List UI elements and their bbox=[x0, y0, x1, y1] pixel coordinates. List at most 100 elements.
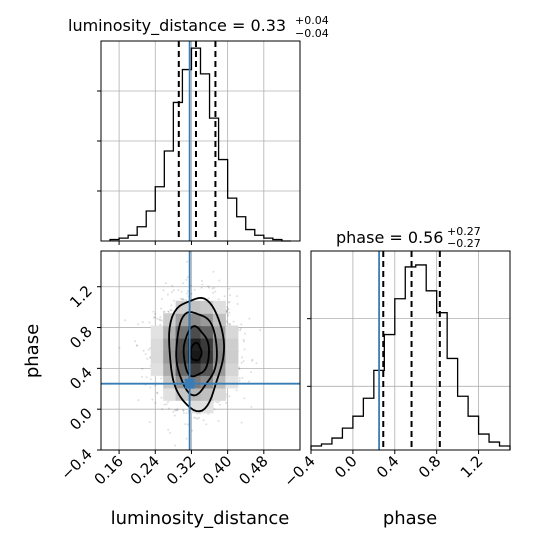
joint-truth-marker bbox=[184, 378, 195, 389]
density-cell bbox=[188, 387, 202, 401]
scatter-point bbox=[175, 409, 178, 412]
scatter-point bbox=[191, 429, 194, 432]
scatter-point bbox=[181, 298, 184, 301]
joint-xtick-label-4: 0.48 bbox=[235, 452, 271, 488]
scatter-point bbox=[236, 295, 239, 298]
scatter-point bbox=[201, 283, 204, 286]
scatter-point bbox=[162, 289, 165, 292]
scatter-point bbox=[242, 338, 245, 341]
scatter-point bbox=[213, 286, 216, 289]
scatter-point bbox=[151, 398, 154, 401]
density-cell bbox=[200, 350, 214, 364]
density-cell bbox=[225, 375, 239, 389]
scatter-point bbox=[170, 304, 173, 307]
scatter-point bbox=[214, 290, 217, 293]
phase-hist-xtick-label-1: 0.0 bbox=[331, 452, 361, 482]
scatter-point bbox=[176, 409, 179, 412]
phase-hist-steps bbox=[310, 264, 511, 450]
scatter-point bbox=[197, 416, 200, 419]
histogram-layer bbox=[109, 47, 511, 450]
scatter-point bbox=[255, 362, 258, 365]
title-luminosity-distance: luminosity_distance = 0.33 bbox=[68, 16, 286, 36]
density-cell bbox=[188, 313, 202, 327]
scatter-point bbox=[228, 300, 231, 303]
scatter-point bbox=[185, 437, 188, 440]
scatter-point bbox=[238, 368, 241, 371]
scatter-point bbox=[147, 348, 150, 351]
scatter-point bbox=[156, 392, 159, 395]
density-cell bbox=[200, 300, 214, 314]
scatter-point bbox=[185, 299, 188, 301]
x-axis-label-phase: phase bbox=[383, 508, 437, 529]
joint-xtick-label-2: 0.32 bbox=[163, 452, 199, 488]
joint-density-cells bbox=[150, 300, 239, 414]
scatter-point bbox=[243, 340, 246, 343]
scatter-point bbox=[152, 310, 155, 313]
scatter-point bbox=[167, 311, 170, 313]
scatter-point bbox=[144, 353, 147, 355]
density-cell bbox=[200, 338, 214, 352]
density-cell bbox=[150, 362, 164, 376]
scatter-point bbox=[156, 317, 159, 320]
joint-ytick-label-1: 0.0 bbox=[66, 404, 96, 434]
scatter-point bbox=[171, 291, 173, 294]
density-cell bbox=[163, 387, 177, 401]
density-cell bbox=[188, 300, 202, 314]
scatter-point bbox=[186, 260, 189, 263]
scatter-point bbox=[228, 311, 231, 314]
scatter-point bbox=[156, 391, 159, 394]
scatter-point bbox=[194, 416, 197, 419]
phase-hist-xtick-label-4: 1.2 bbox=[457, 452, 487, 482]
title-ld-value: 0.33 bbox=[250, 16, 286, 35]
scatter-point bbox=[174, 409, 177, 412]
scatter-point bbox=[135, 344, 138, 347]
scatter-point bbox=[235, 389, 238, 392]
scatter-point bbox=[211, 287, 214, 290]
scatter-point bbox=[236, 303, 239, 305]
scatter-point bbox=[165, 403, 168, 406]
scatter-point bbox=[167, 407, 170, 410]
scatter-point bbox=[228, 395, 231, 398]
scatter-point bbox=[149, 386, 152, 389]
phase-hist-xtick-label-3: 0.8 bbox=[415, 452, 445, 482]
scatter-point bbox=[205, 423, 208, 426]
scatter-point bbox=[162, 311, 165, 313]
scatter-point bbox=[217, 419, 220, 422]
scatter-point bbox=[218, 403, 221, 406]
scatter-point bbox=[190, 292, 193, 295]
scatter-point bbox=[158, 318, 161, 321]
scatter-point bbox=[196, 417, 199, 420]
scatter-point bbox=[227, 314, 230, 317]
joint-xtick-label-0: 0.16 bbox=[91, 452, 127, 488]
scatter-point bbox=[239, 329, 242, 332]
scatter-point bbox=[225, 401, 228, 404]
scatter-point bbox=[172, 299, 175, 302]
scatter-point bbox=[250, 405, 253, 408]
scatter-point bbox=[218, 279, 221, 282]
contour-inner bbox=[182, 325, 210, 378]
joint-ytick-label-4: 1.2 bbox=[66, 282, 96, 312]
scatter-point bbox=[238, 379, 241, 382]
scatter-point bbox=[141, 321, 144, 324]
scatter-point bbox=[186, 276, 189, 279]
scatter-point bbox=[160, 396, 163, 399]
scatter-point bbox=[182, 409, 185, 412]
contour-core bbox=[189, 341, 203, 362]
scatter-point bbox=[251, 358, 254, 361]
scatter-point bbox=[174, 444, 176, 447]
y-axis-label-phase: phase bbox=[22, 324, 43, 378]
scatter-point bbox=[176, 408, 179, 411]
scatter-point bbox=[149, 356, 152, 359]
scatter-point bbox=[159, 319, 162, 321]
ld-hist-steps bbox=[109, 47, 291, 242]
scatter-point bbox=[169, 309, 172, 312]
scatter-point bbox=[227, 322, 230, 325]
scatter-point bbox=[193, 288, 196, 291]
title-phase-value: 0.56 bbox=[408, 228, 444, 247]
joint-xtick-label-3: 0.40 bbox=[199, 452, 235, 488]
scatter-point bbox=[166, 293, 169, 296]
scatter-point bbox=[177, 289, 180, 292]
scatter-point bbox=[207, 285, 210, 288]
scatter-point bbox=[163, 403, 166, 406]
